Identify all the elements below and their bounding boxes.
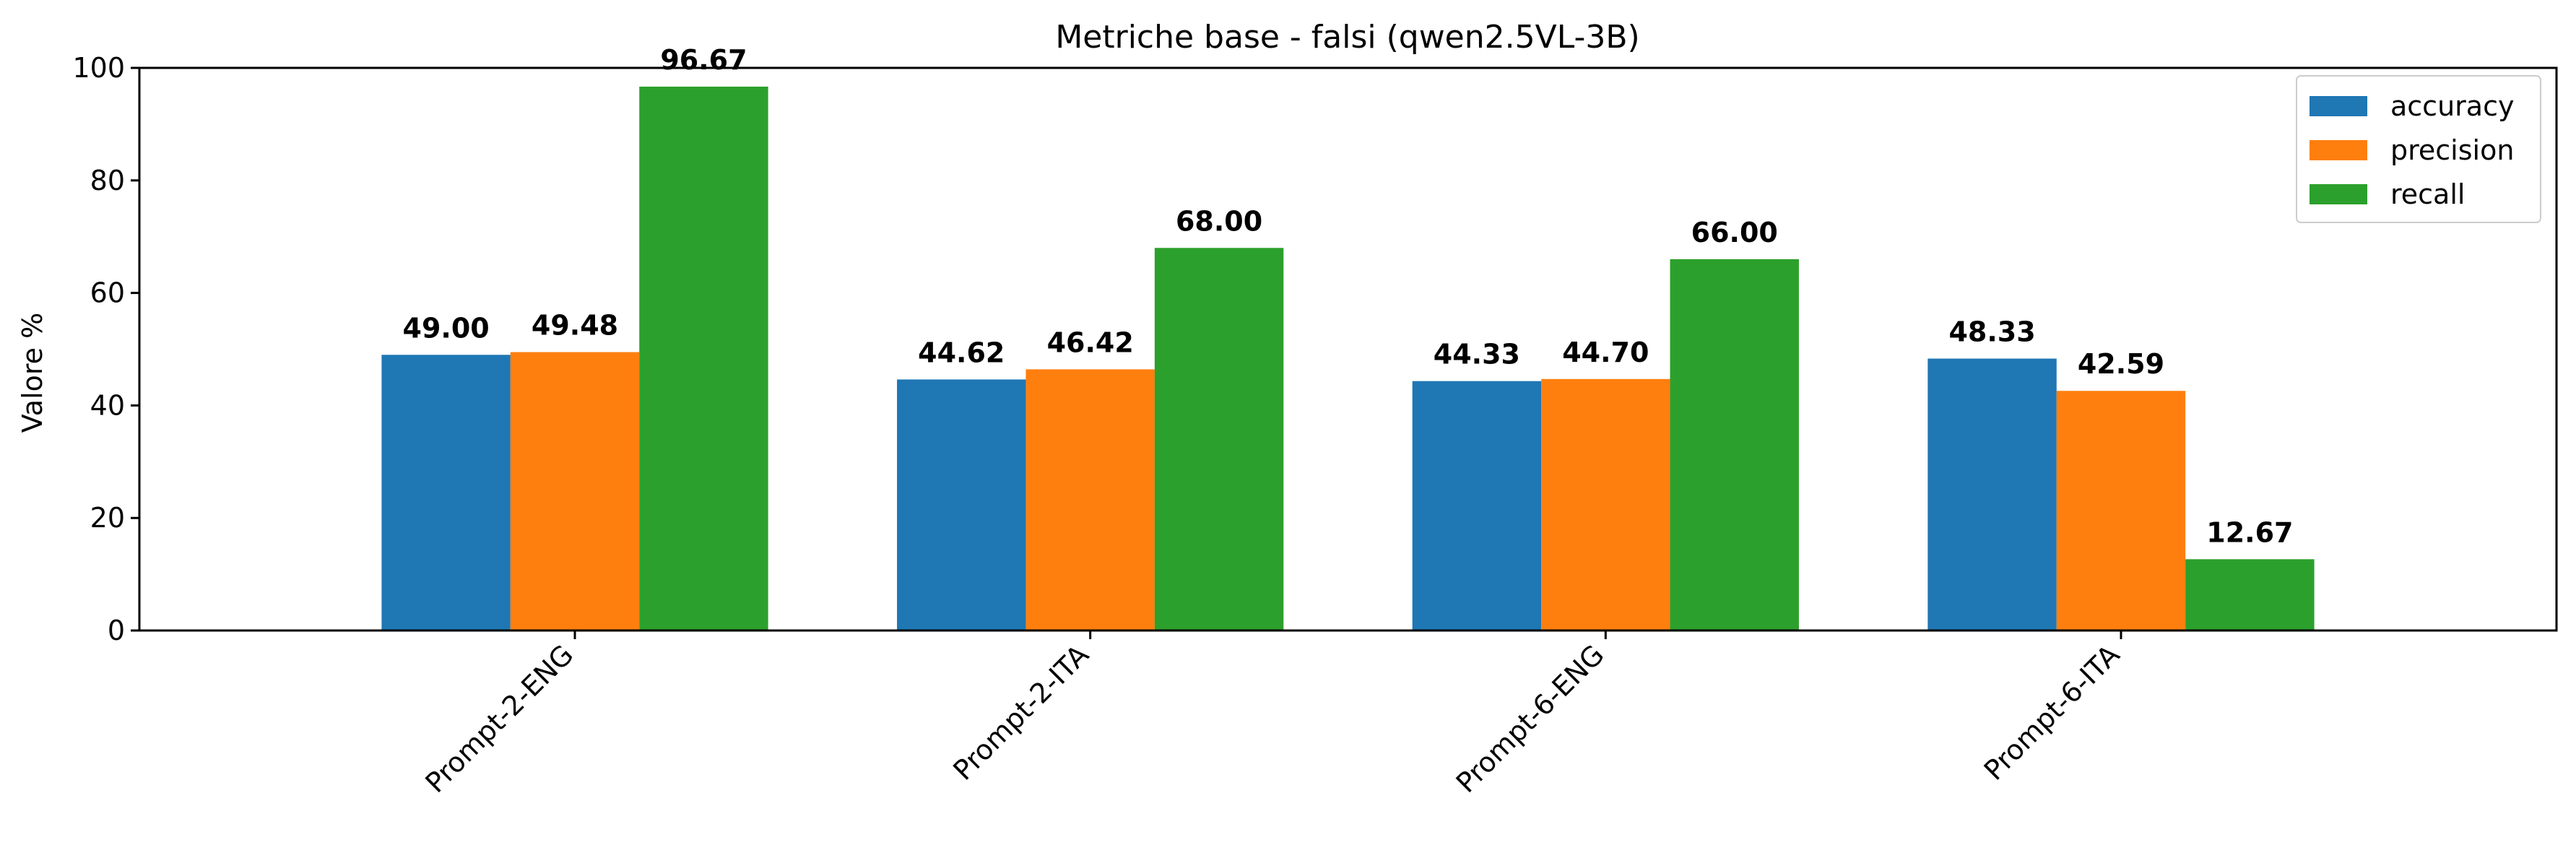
legend-swatch-precision <box>2310 140 2367 160</box>
bar-precision <box>510 352 640 630</box>
data-label: 66.00 <box>1691 217 1778 248</box>
x-tick-label: Prompt-6-ENG <box>1450 638 1610 799</box>
data-label: 42.59 <box>2078 348 2164 380</box>
bar-precision <box>1025 369 1155 630</box>
data-label: 44.33 <box>1434 339 1520 370</box>
data-label: 44.70 <box>1562 337 1649 368</box>
legend-label-recall: recall <box>2390 178 2465 210</box>
legend-swatch-accuracy <box>2310 96 2367 116</box>
data-label: 68.00 <box>1176 205 1262 237</box>
data-label: 49.00 <box>403 312 490 344</box>
x-tick-label: Prompt-2-ENG <box>419 638 579 799</box>
bar-accuracy <box>1412 381 1542 630</box>
data-label: 96.67 <box>660 44 747 76</box>
legend-label-precision: precision <box>2390 134 2514 166</box>
y-tick-label: 20 <box>90 502 125 534</box>
bar-accuracy <box>1927 358 2057 630</box>
legend: accuracy precision recall <box>2296 75 2541 223</box>
y-tick-label: 60 <box>90 277 125 309</box>
x-tick-label: Prompt-6-ITA <box>1978 638 2126 786</box>
bar-recall <box>1670 259 1799 630</box>
bar-precision <box>2056 391 2186 630</box>
bar-recall <box>1154 248 1284 630</box>
bar-recall <box>639 86 768 631</box>
chart-title: Metriche base - falsi (qwen2.5VL-3B) <box>1055 19 1639 56</box>
bar-recall <box>2185 559 2315 630</box>
y-tick-label: 80 <box>90 165 125 196</box>
data-label: 49.48 <box>532 310 618 342</box>
x-tick-label: Prompt-2-ITA <box>947 638 1095 786</box>
bar-accuracy <box>381 355 511 630</box>
plot-frame <box>138 66 2558 632</box>
y-tick-label: 100 <box>72 52 125 84</box>
bar-accuracy <box>897 379 1026 630</box>
y-tick-label: 40 <box>90 389 125 421</box>
y-tick-label: 0 <box>108 615 125 646</box>
legend-swatch-recall <box>2310 184 2367 204</box>
data-label: 48.33 <box>1948 316 2035 348</box>
data-label: 46.42 <box>1047 326 1134 358</box>
plot-area: 0 20 40 60 80 100 49.00 44.62 44.33 48.33 49.48 46.… <box>72 44 2315 799</box>
data-label: 44.62 <box>918 337 1005 368</box>
legend-label-accuracy: accuracy <box>2390 90 2514 122</box>
bar-precision <box>1541 378 1670 630</box>
data-label: 12.67 <box>2206 516 2293 548</box>
y-axis-label: Valore % <box>17 313 48 433</box>
